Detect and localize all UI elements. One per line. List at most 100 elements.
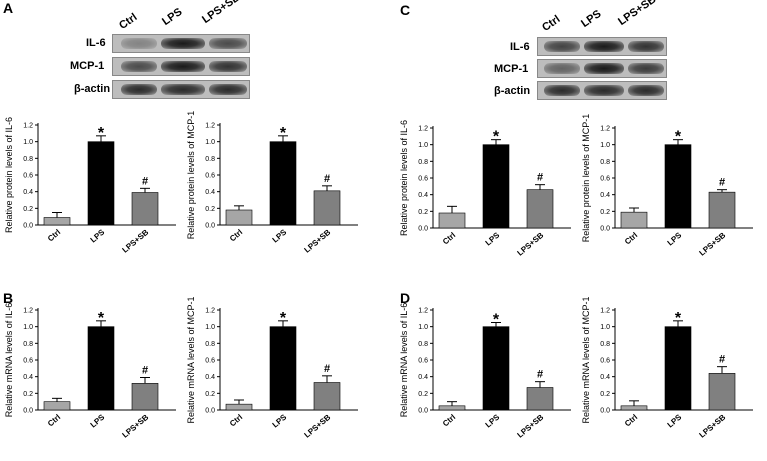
y-axis-label: Relative mRNA levels of IL-6 [399, 303, 409, 418]
x-tick-label: LPS+SB [515, 412, 545, 439]
blot-row-beta-actin [537, 81, 667, 100]
x-tick-label: LPS [666, 230, 684, 247]
x-tick-label: LPS [484, 412, 502, 429]
blot-row-beta-actin [112, 80, 250, 99]
bar-chart-d-mcp1-mrna: Relative mRNA levels of MCP-1 0.0 0.2 0.4 0.… [581, 296, 753, 440]
bar-chart-b-il6-mrna: Relative mRNA levels of IL-6 0.0 0.2 0.4 0.6… [4, 303, 176, 440]
y-tick-label: 0.2 [205, 206, 215, 213]
bar-lps [664, 144, 692, 229]
x-tick-label: Ctrl [228, 413, 244, 429]
y-tick-label: 0.6 [418, 358, 428, 365]
blot-band [628, 41, 664, 52]
bar-lps-sb [313, 382, 341, 411]
x-tick-label: LPS [89, 412, 107, 429]
y-tick-label: 0.6 [23, 173, 33, 180]
y-tick-label: 0.4 [23, 374, 33, 381]
bar-lps-sb [131, 192, 159, 226]
blot-band [584, 63, 624, 74]
y-tick-label: 0.8 [205, 156, 215, 163]
blot-band [209, 84, 247, 95]
blot-row-il6 [537, 37, 667, 56]
y-tick-label: 1.0 [23, 139, 33, 146]
y-tick-label: 0.2 [418, 209, 428, 216]
y-tick-label: 0.2 [600, 209, 610, 216]
western-blot-c: Ctrl LPS LPS+SB IL-6 MCP-1 β-actin [0, 0, 767, 110]
bar-chart-a-il6-protein: Relative protein levels of IL-6 0.0 0.2 0.4… [4, 117, 176, 255]
y-tick-label: 0.0 [205, 223, 215, 230]
y-tick-label: 1.0 [600, 324, 610, 331]
blot-band [209, 38, 247, 49]
x-tick-label: LPS [484, 230, 502, 247]
significance-marker: * [675, 310, 682, 327]
significance-marker: # [719, 354, 725, 366]
bar-ctrl [620, 405, 648, 411]
significance-marker: # [537, 369, 543, 381]
bar-ctrl [620, 211, 648, 229]
y-axis-label: Relative mRNA levels of IL-6 [4, 303, 14, 418]
y-tick-label: 0.0 [205, 408, 215, 415]
bar-ctrl [438, 405, 466, 411]
y-tick-label: 0.8 [23, 341, 33, 348]
bar-lps-sb [526, 189, 554, 229]
bar-ctrl [225, 403, 253, 411]
y-tick-label: 0.4 [418, 374, 428, 381]
x-tick-label: Ctrl [228, 228, 244, 244]
x-tick-label: LPS [271, 412, 289, 429]
x-tick-label: LPS [666, 412, 684, 429]
y-tick-label: 0.6 [205, 173, 215, 180]
lane-label-lps-sb: LPS+SB [616, 0, 659, 29]
x-tick-label: Ctrl [46, 413, 62, 429]
bar-lps-sb [313, 190, 341, 226]
x-tick-label: Ctrl [441, 413, 457, 429]
bar-chart-c-mcp1-protein: Relative protein levels of MCP-1 0.0 0.2 0.… [581, 114, 753, 258]
y-tick-label: 0.6 [418, 176, 428, 183]
panel-letter-d: D [400, 290, 411, 306]
bar-lps-sb [708, 373, 736, 411]
bar-lps-sb [708, 191, 736, 229]
y-tick-label: 0.4 [418, 192, 428, 199]
y-tick-label: 1.0 [418, 142, 428, 149]
blot-band [628, 85, 664, 96]
x-tick-label: LPS+SB [697, 412, 727, 439]
x-tick-label: Ctrl [441, 231, 457, 247]
y-tick-label: 0.8 [23, 156, 33, 163]
bar-ctrl [225, 209, 253, 226]
bar-lps [87, 326, 115, 411]
y-tick-label: 0.2 [600, 391, 610, 398]
y-axis-label: Relative protein levels of MCP-1 [581, 114, 591, 243]
bar-lps [269, 141, 297, 226]
y-tick-label: 1.0 [205, 139, 215, 146]
bar-lps [664, 326, 692, 411]
y-axis-label: Relative mRNA levels of MCP-1 [581, 296, 591, 423]
blot-band [209, 61, 247, 72]
x-tick-label: LPS+SB [120, 412, 150, 439]
significance-marker: * [280, 310, 287, 327]
bar-ctrl [43, 217, 71, 226]
significance-marker: * [493, 312, 500, 329]
bar-ctrl [43, 401, 71, 411]
y-tick-label: 0.8 [600, 341, 610, 348]
significance-marker: * [98, 125, 105, 142]
x-tick-label: Ctrl [623, 413, 639, 429]
y-tick-label: 1.2 [600, 308, 610, 315]
bar-lps [482, 144, 510, 229]
y-tick-label: 0.0 [600, 408, 610, 415]
y-tick-label: 0.6 [600, 176, 610, 183]
blot-label-il6: IL-6 [510, 41, 530, 53]
significance-marker: * [675, 129, 682, 146]
blot-band [121, 84, 157, 95]
blot-band [121, 61, 157, 72]
y-axis-label: Relative protein levels of MCP-1 [186, 111, 196, 240]
x-tick-label: LPS+SB [302, 227, 332, 254]
bar-lps [269, 326, 297, 411]
y-tick-label: 1.2 [205, 123, 215, 130]
x-tick-label: Ctrl [623, 231, 639, 247]
blot-label-beta-actin: β-actin [74, 83, 111, 95]
y-tick-label: 0.4 [205, 189, 215, 196]
y-tick-label: 0.6 [600, 358, 610, 365]
x-tick-label: LPS+SB [515, 230, 545, 257]
blot-band [161, 61, 205, 72]
y-tick-label: 0.6 [23, 358, 33, 365]
x-tick-label: LPS [89, 227, 107, 244]
y-axis-label: Relative protein levels of IL-6 [4, 117, 14, 233]
